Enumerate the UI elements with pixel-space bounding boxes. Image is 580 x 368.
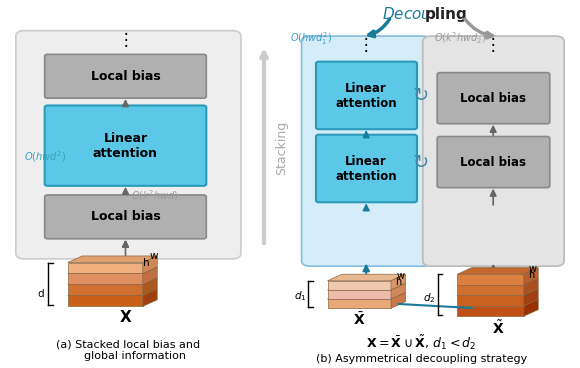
Text: w: w	[396, 271, 404, 281]
Polygon shape	[68, 289, 157, 296]
Polygon shape	[328, 283, 405, 290]
Polygon shape	[458, 289, 538, 295]
Polygon shape	[391, 283, 405, 299]
Bar	[68, 296, 143, 306]
Text: Local bias: Local bias	[460, 92, 526, 105]
Polygon shape	[68, 267, 157, 273]
FancyBboxPatch shape	[316, 62, 417, 129]
Text: ⋮: ⋮	[485, 36, 502, 54]
Text: h: h	[528, 270, 534, 280]
Text: Linear
attention: Linear attention	[335, 82, 397, 110]
Text: $O(k^2hwd)$: $O(k^2hwd)$	[131, 188, 179, 203]
FancyBboxPatch shape	[316, 135, 417, 202]
Polygon shape	[143, 278, 157, 296]
Text: $d_2$: $d_2$	[423, 291, 436, 305]
Bar	[328, 299, 391, 308]
Text: h: h	[143, 258, 150, 268]
Text: ⋮: ⋮	[117, 31, 134, 49]
Bar	[68, 284, 143, 296]
Text: ↻: ↻	[413, 153, 429, 171]
FancyBboxPatch shape	[45, 54, 206, 98]
Text: $O(hwd_1^2)$: $O(hwd_1^2)$	[290, 30, 332, 47]
Polygon shape	[458, 268, 538, 274]
Polygon shape	[524, 289, 538, 306]
Text: $\mathbf{\mathit{Decou}}$: $\mathbf{\mathit{Decou}}$	[382, 6, 432, 22]
Polygon shape	[328, 274, 405, 281]
Polygon shape	[68, 278, 157, 284]
Polygon shape	[143, 256, 157, 273]
Bar	[68, 273, 143, 284]
Polygon shape	[458, 299, 538, 306]
Text: pling: pling	[425, 7, 468, 22]
Polygon shape	[328, 293, 405, 299]
Bar	[458, 295, 524, 306]
Text: w: w	[528, 264, 536, 274]
Text: ↻: ↻	[413, 86, 429, 105]
FancyBboxPatch shape	[423, 36, 564, 266]
Text: Stacking: Stacking	[276, 120, 289, 174]
FancyBboxPatch shape	[16, 31, 241, 259]
Text: d: d	[38, 289, 44, 298]
Polygon shape	[524, 278, 538, 295]
Bar	[458, 274, 524, 285]
FancyBboxPatch shape	[45, 195, 206, 239]
Text: $\mathbf{X}$: $\mathbf{X}$	[119, 309, 132, 325]
Polygon shape	[391, 293, 405, 308]
Polygon shape	[458, 278, 538, 285]
Polygon shape	[68, 256, 157, 262]
Text: Local bias: Local bias	[90, 70, 160, 83]
Text: $\bar{\mathbf{X}}$: $\bar{\mathbf{X}}$	[353, 311, 365, 328]
Polygon shape	[524, 268, 538, 285]
FancyBboxPatch shape	[302, 36, 432, 266]
Text: Linear
attention: Linear attention	[335, 155, 397, 183]
Polygon shape	[391, 274, 405, 290]
Text: Local bias: Local bias	[90, 210, 160, 223]
Text: w: w	[150, 251, 158, 261]
Bar	[68, 262, 143, 273]
Text: $\tilde{\mathbf{X}}$: $\tilde{\mathbf{X}}$	[492, 319, 504, 337]
FancyBboxPatch shape	[437, 72, 550, 124]
Text: Local bias: Local bias	[460, 156, 526, 169]
Text: Linear
attention: Linear attention	[93, 132, 158, 160]
Text: $O(k^2hwd_2)$: $O(k^2hwd_2)$	[434, 31, 487, 46]
Text: ⋮: ⋮	[358, 36, 375, 54]
Text: (b) Asymmetrical decoupling strategy: (b) Asymmetrical decoupling strategy	[316, 354, 527, 364]
Bar	[328, 290, 391, 299]
Text: h: h	[395, 277, 401, 287]
Text: $O(hwd^2)$: $O(hwd^2)$	[24, 149, 67, 164]
Polygon shape	[143, 289, 157, 306]
Polygon shape	[143, 267, 157, 284]
Bar	[458, 285, 524, 295]
Polygon shape	[524, 299, 538, 316]
Text: (a) Stacked local bias and
    global information: (a) Stacked local bias and global inform…	[56, 339, 201, 361]
Text: $\mathbf{X} = \bar{\mathbf{X}} \cup \tilde{\mathbf{X}},\, d_1 < d_2$: $\mathbf{X} = \bar{\mathbf{X}} \cup \til…	[367, 334, 477, 352]
Bar	[328, 281, 391, 290]
FancyBboxPatch shape	[437, 137, 550, 188]
Text: $d_1$: $d_1$	[293, 290, 306, 303]
FancyBboxPatch shape	[45, 106, 206, 186]
Bar	[458, 306, 524, 316]
